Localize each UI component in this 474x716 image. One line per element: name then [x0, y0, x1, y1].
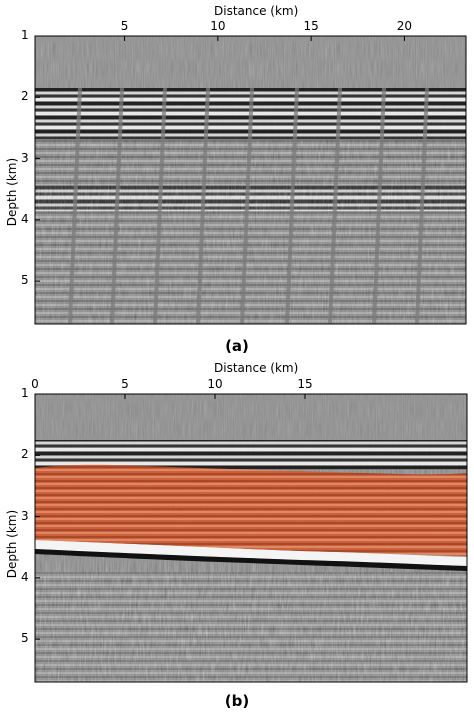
panel-a-x-tick-label: 5 [120, 19, 129, 33]
panel-b-y-tick-label: 2 [21, 447, 29, 462]
panel-a-seismic-image [35, 36, 466, 324]
stripe-artifact [285, 88, 299, 324]
stripe-artifact [68, 88, 82, 324]
panel-b-caption: (b) [224, 692, 250, 710]
stripe-artifact [110, 88, 124, 324]
stripe-artifact [153, 88, 167, 324]
panel-b-xlabel: Distance (km) [214, 361, 299, 375]
panel-a-frame [34, 35, 467, 325]
panel-a-x-tick-label: 10 [210, 19, 226, 33]
panel-b-x-tick-label: 5 [121, 377, 129, 391]
panel-b-y-tick-label: 3 [21, 508, 29, 523]
panel-b-x-tick-label: 0 [31, 377, 39, 391]
panel-a-y-tick-label: 3 [21, 150, 29, 165]
stripe-artifact [372, 88, 386, 324]
panel-b-x-tick-label: 15 [297, 377, 313, 391]
stripe-artifact [328, 88, 342, 324]
stripe-artifact [415, 88, 429, 324]
panel-a-caption: (a) [225, 337, 249, 355]
panel-a-x-tick-label: 20 [396, 19, 413, 33]
panel-b-y-tick-label: 5 [21, 631, 29, 646]
panel-a-y-tick-label: 5 [21, 273, 29, 288]
panel-a-y-tick-label: 2 [21, 89, 29, 104]
panel-b-y-tick-label: 4 [21, 569, 29, 584]
panel-b-axis [34, 393, 306, 640]
panel-a-y-tick-label: 1 [21, 28, 29, 42]
panel-a-xlabel: Distance (km) [214, 4, 299, 18]
panel-b-frame [34, 393, 468, 683]
stripe-artifact [196, 88, 210, 324]
panel-b-x-tick-label: 10 [207, 377, 223, 391]
panel-a-y-tick-label: 4 [21, 211, 29, 226]
panel-b-y-tick-label: 1 [21, 386, 29, 400]
panel-a-x-tick-label: 15 [303, 19, 319, 33]
stripe-artifact [240, 88, 254, 324]
panel-b-highlight-zone [35, 464, 467, 556]
panel-a-axis [35, 35, 405, 282]
